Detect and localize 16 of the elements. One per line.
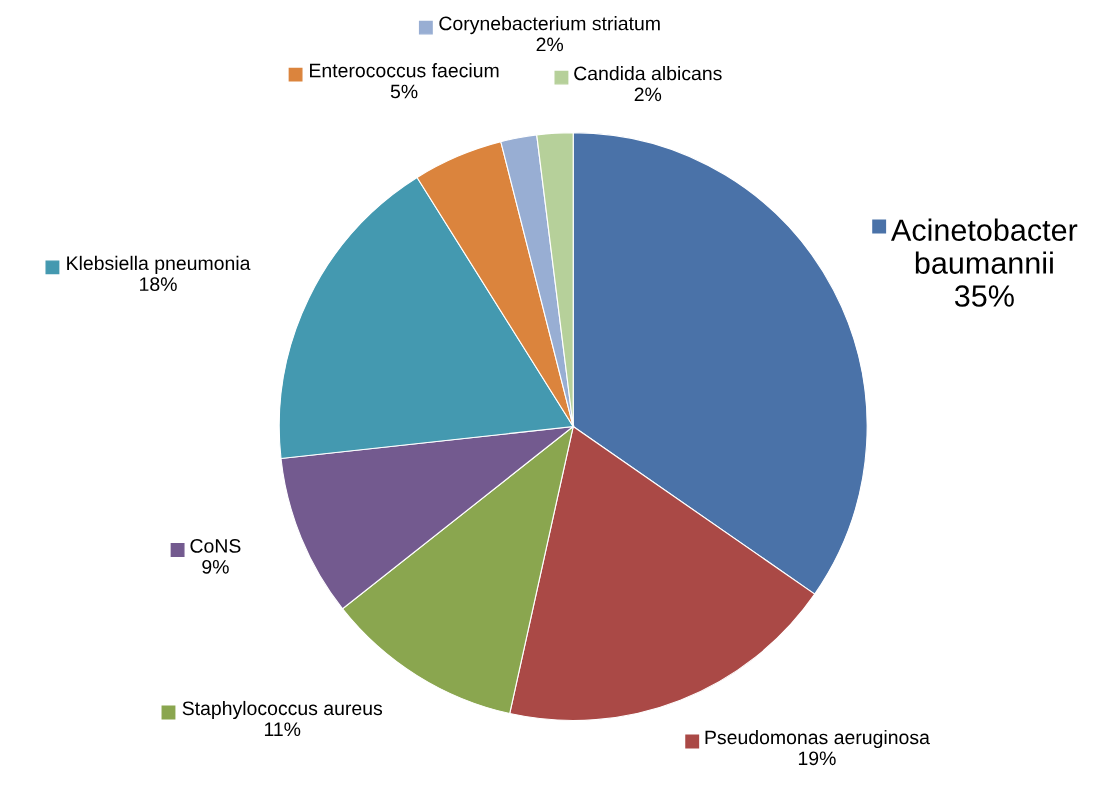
data-label: 11% [264, 722, 301, 737]
legend-label: Acinetobacter baumannii [891, 218, 1078, 274]
legend-label: Corynebacterium striatum [439, 16, 660, 35]
legend-label: Staphylococcus aureus [182, 700, 383, 720]
data-label: 2% [634, 87, 662, 102]
data-label: 2% [536, 37, 564, 52]
data-label: 5% [390, 84, 418, 99]
data-label: 19% [798, 751, 836, 766]
legend-label: Candida albicans [574, 66, 722, 81]
data-label: 18% [140, 277, 177, 292]
legend-label: Klebsiella pneumonia [67, 255, 251, 274]
legend-label: CoNS [190, 539, 241, 553]
legend-label: Enterococcus faecium [310, 63, 499, 78]
data-label: 35% [954, 285, 1014, 307]
legend-label: Pseudomonas aeruginosa [705, 729, 930, 749]
data-label: 9% [202, 559, 229, 574]
